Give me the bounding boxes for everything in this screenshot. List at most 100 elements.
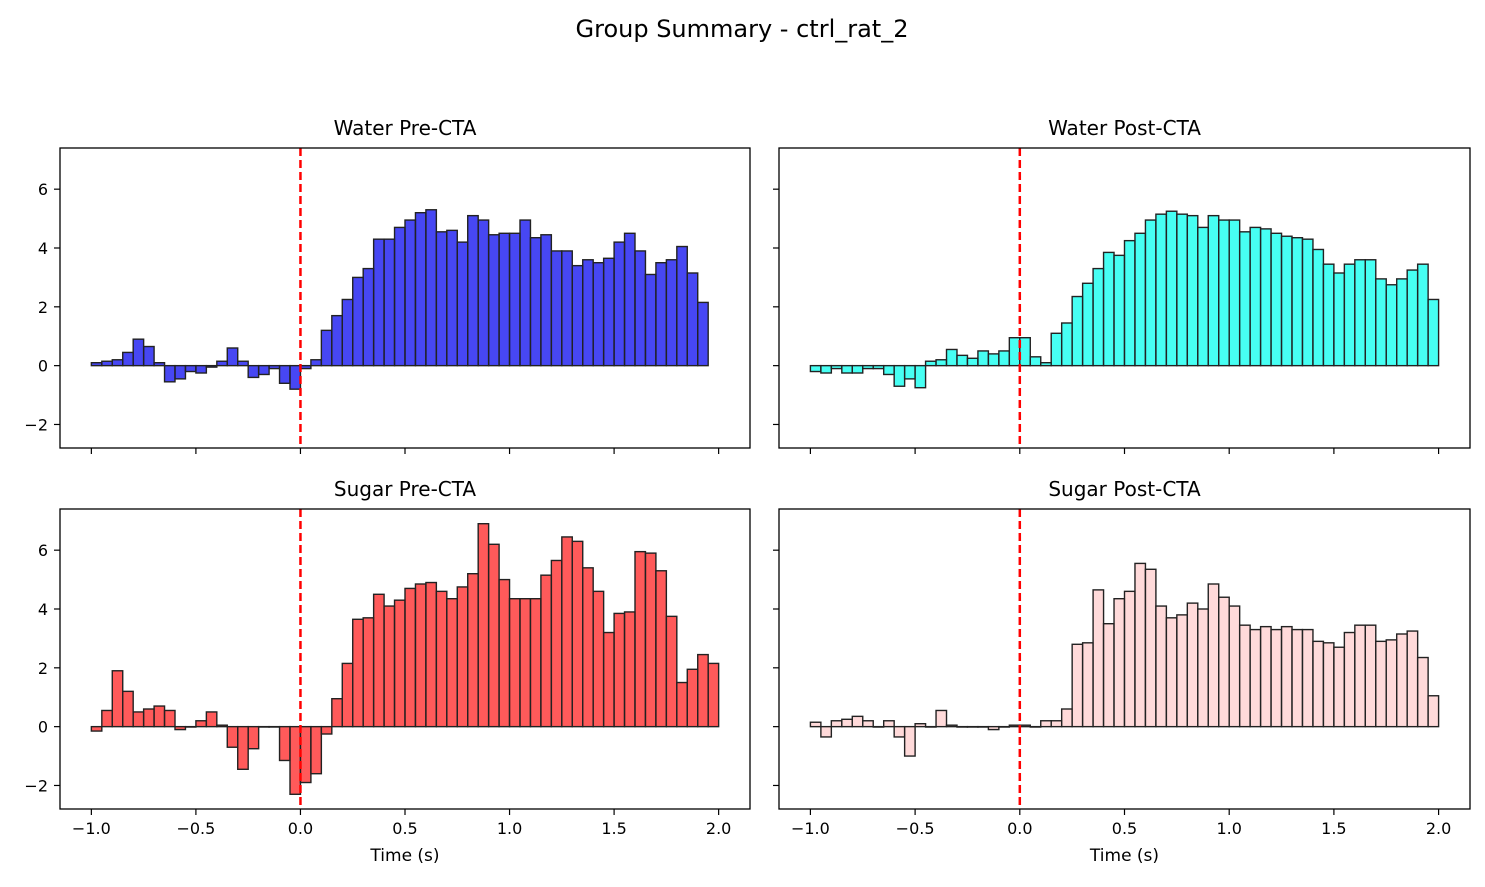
bar <box>998 350 1011 367</box>
bar <box>966 357 979 367</box>
bar <box>1081 282 1094 367</box>
bar <box>195 364 208 374</box>
bar <box>1134 232 1147 367</box>
bar <box>1040 362 1052 367</box>
bar <box>882 720 895 728</box>
bar <box>914 723 927 728</box>
bar <box>1301 628 1314 728</box>
bar <box>289 725 302 795</box>
panel-title: Water Pre-CTA <box>334 116 477 140</box>
bar <box>278 364 291 384</box>
bar <box>956 354 969 367</box>
bar <box>435 590 448 728</box>
bar <box>945 348 958 367</box>
bar <box>247 364 260 379</box>
bar <box>945 724 958 728</box>
bar <box>425 581 438 728</box>
bar <box>519 598 532 728</box>
bar <box>1354 624 1367 728</box>
bar <box>820 725 833 738</box>
bar <box>487 234 500 367</box>
bar <box>676 245 688 367</box>
bar <box>830 720 843 728</box>
bar <box>1040 720 1052 728</box>
bar <box>425 209 438 367</box>
bar <box>1019 337 1031 367</box>
bar <box>1322 263 1335 367</box>
bar <box>1291 628 1304 728</box>
bar <box>540 574 553 728</box>
bar <box>1134 562 1147 728</box>
bar <box>163 364 176 383</box>
bar <box>602 257 615 367</box>
bar <box>1280 625 1293 728</box>
bar <box>1008 724 1021 728</box>
bar <box>1019 724 1031 728</box>
bar <box>987 725 1000 731</box>
y-tick-label: 4 <box>38 600 48 619</box>
bar <box>352 276 364 367</box>
bar <box>1113 254 1126 367</box>
bar <box>268 364 281 370</box>
bar <box>882 364 895 376</box>
bar <box>477 523 490 728</box>
x-axis-label: Time (s) <box>369 846 439 866</box>
bar <box>1071 643 1084 728</box>
bar <box>1102 251 1115 367</box>
bar <box>862 364 874 370</box>
bar <box>508 232 521 367</box>
bar <box>1008 337 1021 367</box>
bar <box>1123 590 1136 728</box>
bar <box>320 725 333 735</box>
bar <box>383 238 396 367</box>
bar <box>707 662 720 728</box>
panel-title: Water Post-CTA <box>1048 116 1201 140</box>
bar <box>362 267 375 367</box>
bar <box>90 362 103 367</box>
bar <box>1406 630 1419 728</box>
bar <box>310 359 323 367</box>
y-tick-label: 2 <box>38 659 48 678</box>
bar <box>1092 267 1105 367</box>
bar <box>1291 237 1304 367</box>
panel-0: Water Pre-CTA −2 0 2 4 6 <box>24 116 751 454</box>
bar <box>132 338 145 367</box>
bar <box>809 721 822 728</box>
y-tick-label: −2 <box>24 415 48 434</box>
bar <box>1228 219 1241 367</box>
y-tick-label: −2 <box>24 776 48 795</box>
bar <box>862 720 874 728</box>
bar <box>174 725 187 731</box>
bar <box>623 232 636 367</box>
x-tick-label: 1.5 <box>1321 819 1346 838</box>
bar <box>1197 608 1209 728</box>
bar <box>697 301 709 367</box>
bar <box>1144 568 1157 728</box>
figure-title: Group Summary - ctrl_rat_2 <box>576 15 909 43</box>
bar <box>101 709 113 728</box>
bar <box>163 709 176 728</box>
bar <box>90 725 103 732</box>
bar <box>498 232 511 367</box>
bar <box>851 715 864 728</box>
bars <box>90 523 720 795</box>
bars <box>809 210 1440 389</box>
bar <box>205 364 218 368</box>
bar <box>1385 639 1398 728</box>
bar <box>1333 272 1346 367</box>
bar <box>1416 263 1429 367</box>
bar <box>1228 605 1241 728</box>
bars <box>809 562 1440 757</box>
bar <box>561 536 573 728</box>
bar <box>1364 624 1377 728</box>
bar <box>1333 646 1346 728</box>
panel-1: Water Post-CTA <box>773 116 1471 454</box>
bar <box>686 668 699 728</box>
y-tick-label: 0 <box>38 357 48 376</box>
bar <box>226 347 239 367</box>
bar <box>613 241 626 367</box>
bar <box>456 241 469 367</box>
bar <box>1071 295 1084 367</box>
bar <box>924 360 937 367</box>
bar <box>352 618 364 728</box>
